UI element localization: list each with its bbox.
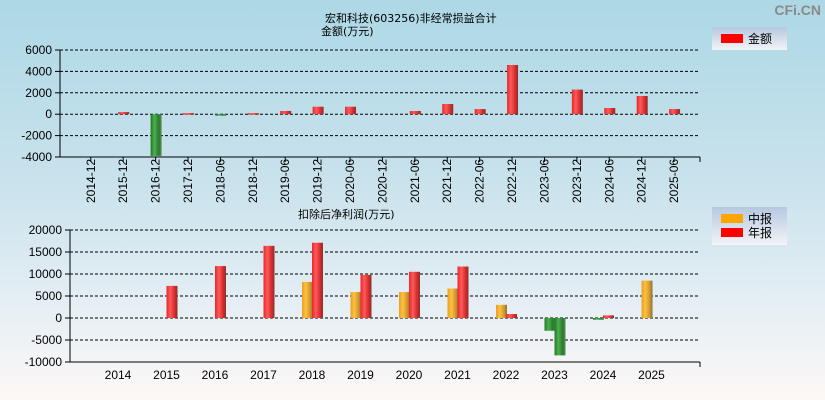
bar [280, 110, 292, 115]
bar [474, 109, 486, 115]
bar [118, 112, 130, 115]
bar [442, 104, 454, 115]
bar [669, 109, 681, 115]
x-tick-label: 2022 [493, 368, 520, 382]
bar [636, 96, 648, 115]
y-tick-label: 5000 [35, 289, 62, 303]
x-tick-label: 2015 [153, 368, 180, 382]
bar [183, 113, 194, 115]
y-tick-label: -2000 [21, 129, 52, 143]
x-tick-label: 2017 [250, 368, 277, 382]
bar [603, 315, 614, 318]
x-tick-label: 2025 [638, 368, 665, 382]
y-tick-label: -5000 [31, 333, 62, 347]
bar [457, 266, 469, 318]
x-tick-label: 2024 [590, 368, 617, 382]
bar [554, 318, 566, 356]
x-tick-label: 2021 [444, 368, 471, 382]
legend-item: 中报 [712, 211, 787, 226]
bar [150, 114, 162, 156]
bar [604, 107, 616, 115]
chart1-ylabel: 金额(万元) [321, 25, 374, 38]
bar [593, 318, 604, 320]
bar [409, 110, 421, 115]
x-tick-label: 2020-06 [343, 159, 357, 203]
bar [360, 274, 372, 318]
x-tick-label: 2022-12 [505, 159, 519, 203]
bar [247, 113, 259, 115]
bar [507, 64, 519, 115]
chart1-legend: 金额 [712, 27, 787, 50]
x-tick-label: 2018-12 [246, 159, 260, 203]
x-tick-label: 2019-06 [278, 159, 292, 203]
x-tick-label: 2019 [347, 368, 374, 382]
legend-item: 金额 [712, 32, 772, 46]
chart2-legend: 中报 年报 [712, 207, 787, 245]
y-tick-label: 0 [45, 107, 52, 121]
x-tick-label: 2021-12 [440, 159, 454, 203]
bar [641, 280, 653, 318]
legend-label: 年报 [748, 225, 773, 240]
legend-swatch [721, 34, 743, 43]
x-tick-label: 2024-06 [602, 159, 616, 203]
bar [215, 266, 226, 318]
legend-label: 金额 [748, 32, 773, 46]
bar [215, 114, 227, 116]
x-tick-label: 2023 [541, 368, 568, 382]
x-tick-label: 2014 [105, 368, 132, 382]
bar [345, 106, 357, 115]
legend-label: 中报 [748, 211, 773, 226]
x-tick-label: 2018-06 [213, 159, 227, 203]
y-tick-label: 2000 [25, 86, 52, 100]
x-tick-label: 2014-12 [84, 159, 98, 203]
x-tick-label: 2018 [299, 368, 326, 382]
x-tick-label: 2019-12 [311, 159, 325, 203]
bar [544, 318, 556, 331]
x-tick-label: 2023-06 [537, 159, 551, 203]
bar [263, 245, 275, 318]
chart2: 20000 15000 10000 5000 0 -5000 -10000 2014 2015 2… [25, 223, 701, 382]
bar [312, 106, 324, 115]
x-tick-label: 2023-12 [570, 159, 584, 203]
x-tick-label: 2020-12 [375, 159, 389, 203]
y-tick-label: 20000 [29, 223, 63, 237]
y-tick-label: 4000 [25, 64, 52, 78]
bar [166, 285, 178, 318]
x-tick-label: 2015-12 [116, 159, 130, 203]
y-tick-label: 0 [55, 311, 62, 325]
bar [447, 288, 459, 318]
bar [571, 89, 583, 115]
x-tick-label: 2016-12 [149, 159, 163, 203]
y-tick-label: -4000 [21, 150, 52, 164]
legend-swatch [721, 227, 743, 237]
bar [350, 292, 362, 318]
y-tick-label: 10000 [29, 267, 63, 281]
y-tick-label: -10000 [25, 355, 63, 369]
bar [399, 292, 410, 318]
y-tick-label: 15000 [29, 245, 63, 259]
x-tick-label: 2021-06 [408, 159, 422, 203]
x-tick-label: 2016 [202, 368, 229, 382]
x-tick-label: 2024-12 [635, 159, 649, 203]
bar [496, 304, 507, 318]
bar [409, 271, 420, 318]
x-tick-label: 2022-06 [473, 159, 487, 203]
bar [312, 242, 323, 318]
chart1-title: 宏和科技(603256)非经常损益合计 [325, 12, 497, 25]
y-tick-label: 6000 [25, 43, 52, 57]
bar [302, 281, 313, 318]
chart2-title: 扣除后净利润(万元) [298, 208, 395, 221]
x-tick-label: 2025-06 [667, 159, 681, 203]
bar [506, 314, 517, 318]
x-tick-label: 2020 [396, 368, 423, 382]
legend-swatch [721, 213, 743, 223]
x-tick-label: 2017-12 [181, 159, 195, 203]
chart1: 6000 4000 2000 0 -2000 -4000 2014-12 2015-12 201… [21, 43, 701, 203]
legend-item: 年报 [712, 225, 787, 240]
watermark: CFi.CN [774, 2, 821, 18]
